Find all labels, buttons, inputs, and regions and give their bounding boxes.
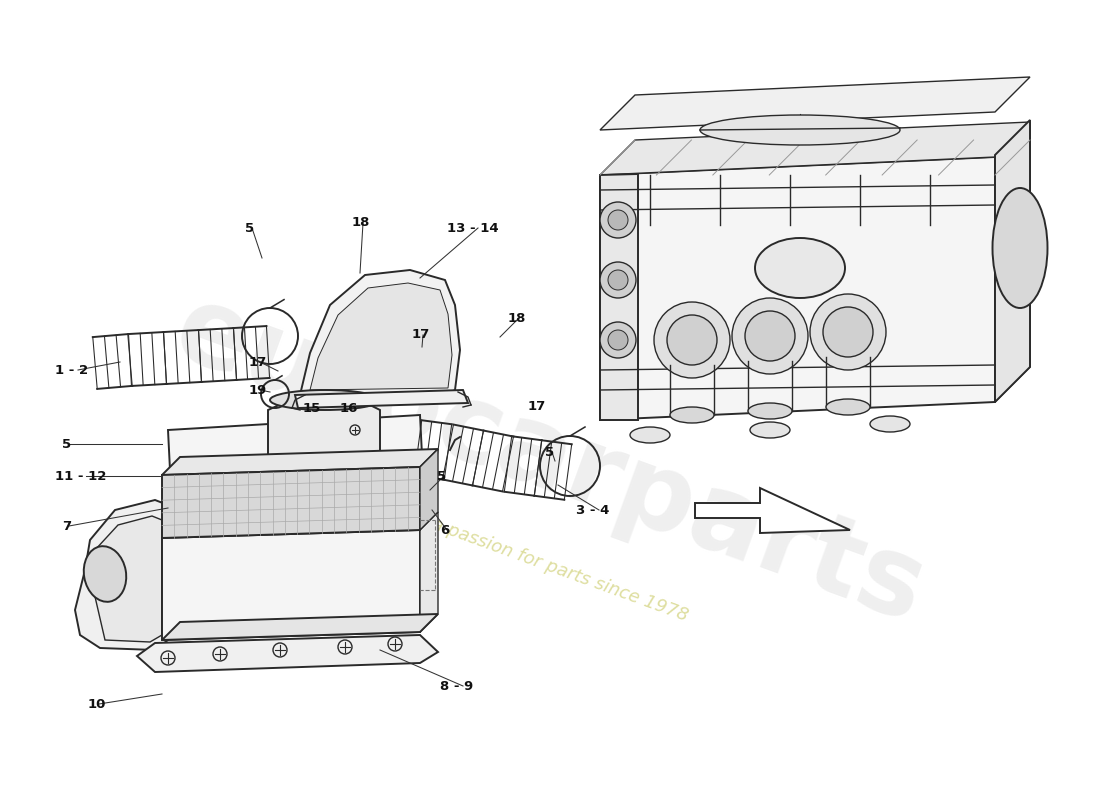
- Ellipse shape: [84, 546, 126, 602]
- Circle shape: [161, 651, 175, 665]
- Polygon shape: [168, 415, 422, 470]
- Circle shape: [732, 298, 808, 374]
- Circle shape: [608, 210, 628, 230]
- Circle shape: [823, 307, 873, 357]
- Text: eurocarparts: eurocarparts: [161, 275, 939, 645]
- Ellipse shape: [670, 407, 714, 423]
- Polygon shape: [268, 400, 379, 465]
- Polygon shape: [600, 77, 1030, 130]
- Circle shape: [745, 311, 795, 361]
- Text: 15: 15: [302, 402, 321, 414]
- Text: 17: 17: [249, 355, 267, 369]
- Polygon shape: [162, 449, 438, 475]
- Ellipse shape: [750, 422, 790, 438]
- Text: 3 - 4: 3 - 4: [576, 503, 609, 517]
- Circle shape: [600, 322, 636, 358]
- Ellipse shape: [630, 427, 670, 443]
- Circle shape: [810, 294, 886, 370]
- Text: 18: 18: [508, 311, 527, 325]
- Circle shape: [350, 425, 360, 435]
- Ellipse shape: [700, 115, 900, 145]
- Polygon shape: [420, 449, 438, 530]
- Ellipse shape: [755, 238, 845, 298]
- Text: 13 - 14: 13 - 14: [447, 222, 498, 234]
- Text: 8 - 9: 8 - 9: [440, 679, 473, 693]
- Text: 19: 19: [249, 383, 267, 397]
- Circle shape: [608, 270, 628, 290]
- Polygon shape: [420, 512, 438, 632]
- Polygon shape: [75, 500, 168, 650]
- Circle shape: [794, 112, 806, 124]
- Text: 16: 16: [340, 402, 359, 414]
- Text: 5: 5: [437, 470, 447, 482]
- Polygon shape: [600, 157, 996, 420]
- Text: 10: 10: [88, 698, 107, 710]
- Polygon shape: [996, 122, 1030, 402]
- Polygon shape: [138, 635, 438, 672]
- Circle shape: [338, 640, 352, 654]
- Polygon shape: [300, 270, 460, 395]
- Text: 1 - 2: 1 - 2: [55, 363, 88, 377]
- Ellipse shape: [270, 390, 380, 410]
- Text: 17: 17: [412, 329, 430, 342]
- Circle shape: [213, 647, 227, 661]
- Text: 18: 18: [352, 217, 371, 230]
- Polygon shape: [600, 174, 638, 420]
- Circle shape: [388, 637, 401, 651]
- Ellipse shape: [826, 399, 870, 415]
- Circle shape: [273, 643, 287, 657]
- Polygon shape: [162, 467, 420, 538]
- Polygon shape: [996, 120, 1030, 402]
- Polygon shape: [295, 390, 468, 408]
- Polygon shape: [90, 516, 162, 642]
- Text: 11 - 12: 11 - 12: [55, 470, 107, 482]
- Polygon shape: [162, 530, 420, 640]
- Ellipse shape: [748, 403, 792, 419]
- Text: a passion for parts since 1978: a passion for parts since 1978: [429, 515, 691, 625]
- Text: 5: 5: [62, 438, 72, 450]
- Text: 17: 17: [528, 399, 547, 413]
- Text: 6: 6: [440, 523, 449, 537]
- Ellipse shape: [992, 188, 1047, 308]
- Circle shape: [608, 330, 628, 350]
- Polygon shape: [695, 488, 850, 533]
- Polygon shape: [600, 122, 1030, 175]
- Text: 5: 5: [245, 222, 254, 234]
- Circle shape: [600, 262, 636, 298]
- Text: 7: 7: [62, 519, 72, 533]
- Circle shape: [667, 315, 717, 365]
- Text: 5: 5: [544, 446, 554, 458]
- Polygon shape: [162, 614, 438, 640]
- Circle shape: [654, 302, 730, 378]
- Polygon shape: [310, 283, 452, 390]
- Polygon shape: [162, 512, 438, 538]
- Ellipse shape: [270, 455, 380, 475]
- Ellipse shape: [870, 416, 910, 432]
- Circle shape: [600, 202, 636, 238]
